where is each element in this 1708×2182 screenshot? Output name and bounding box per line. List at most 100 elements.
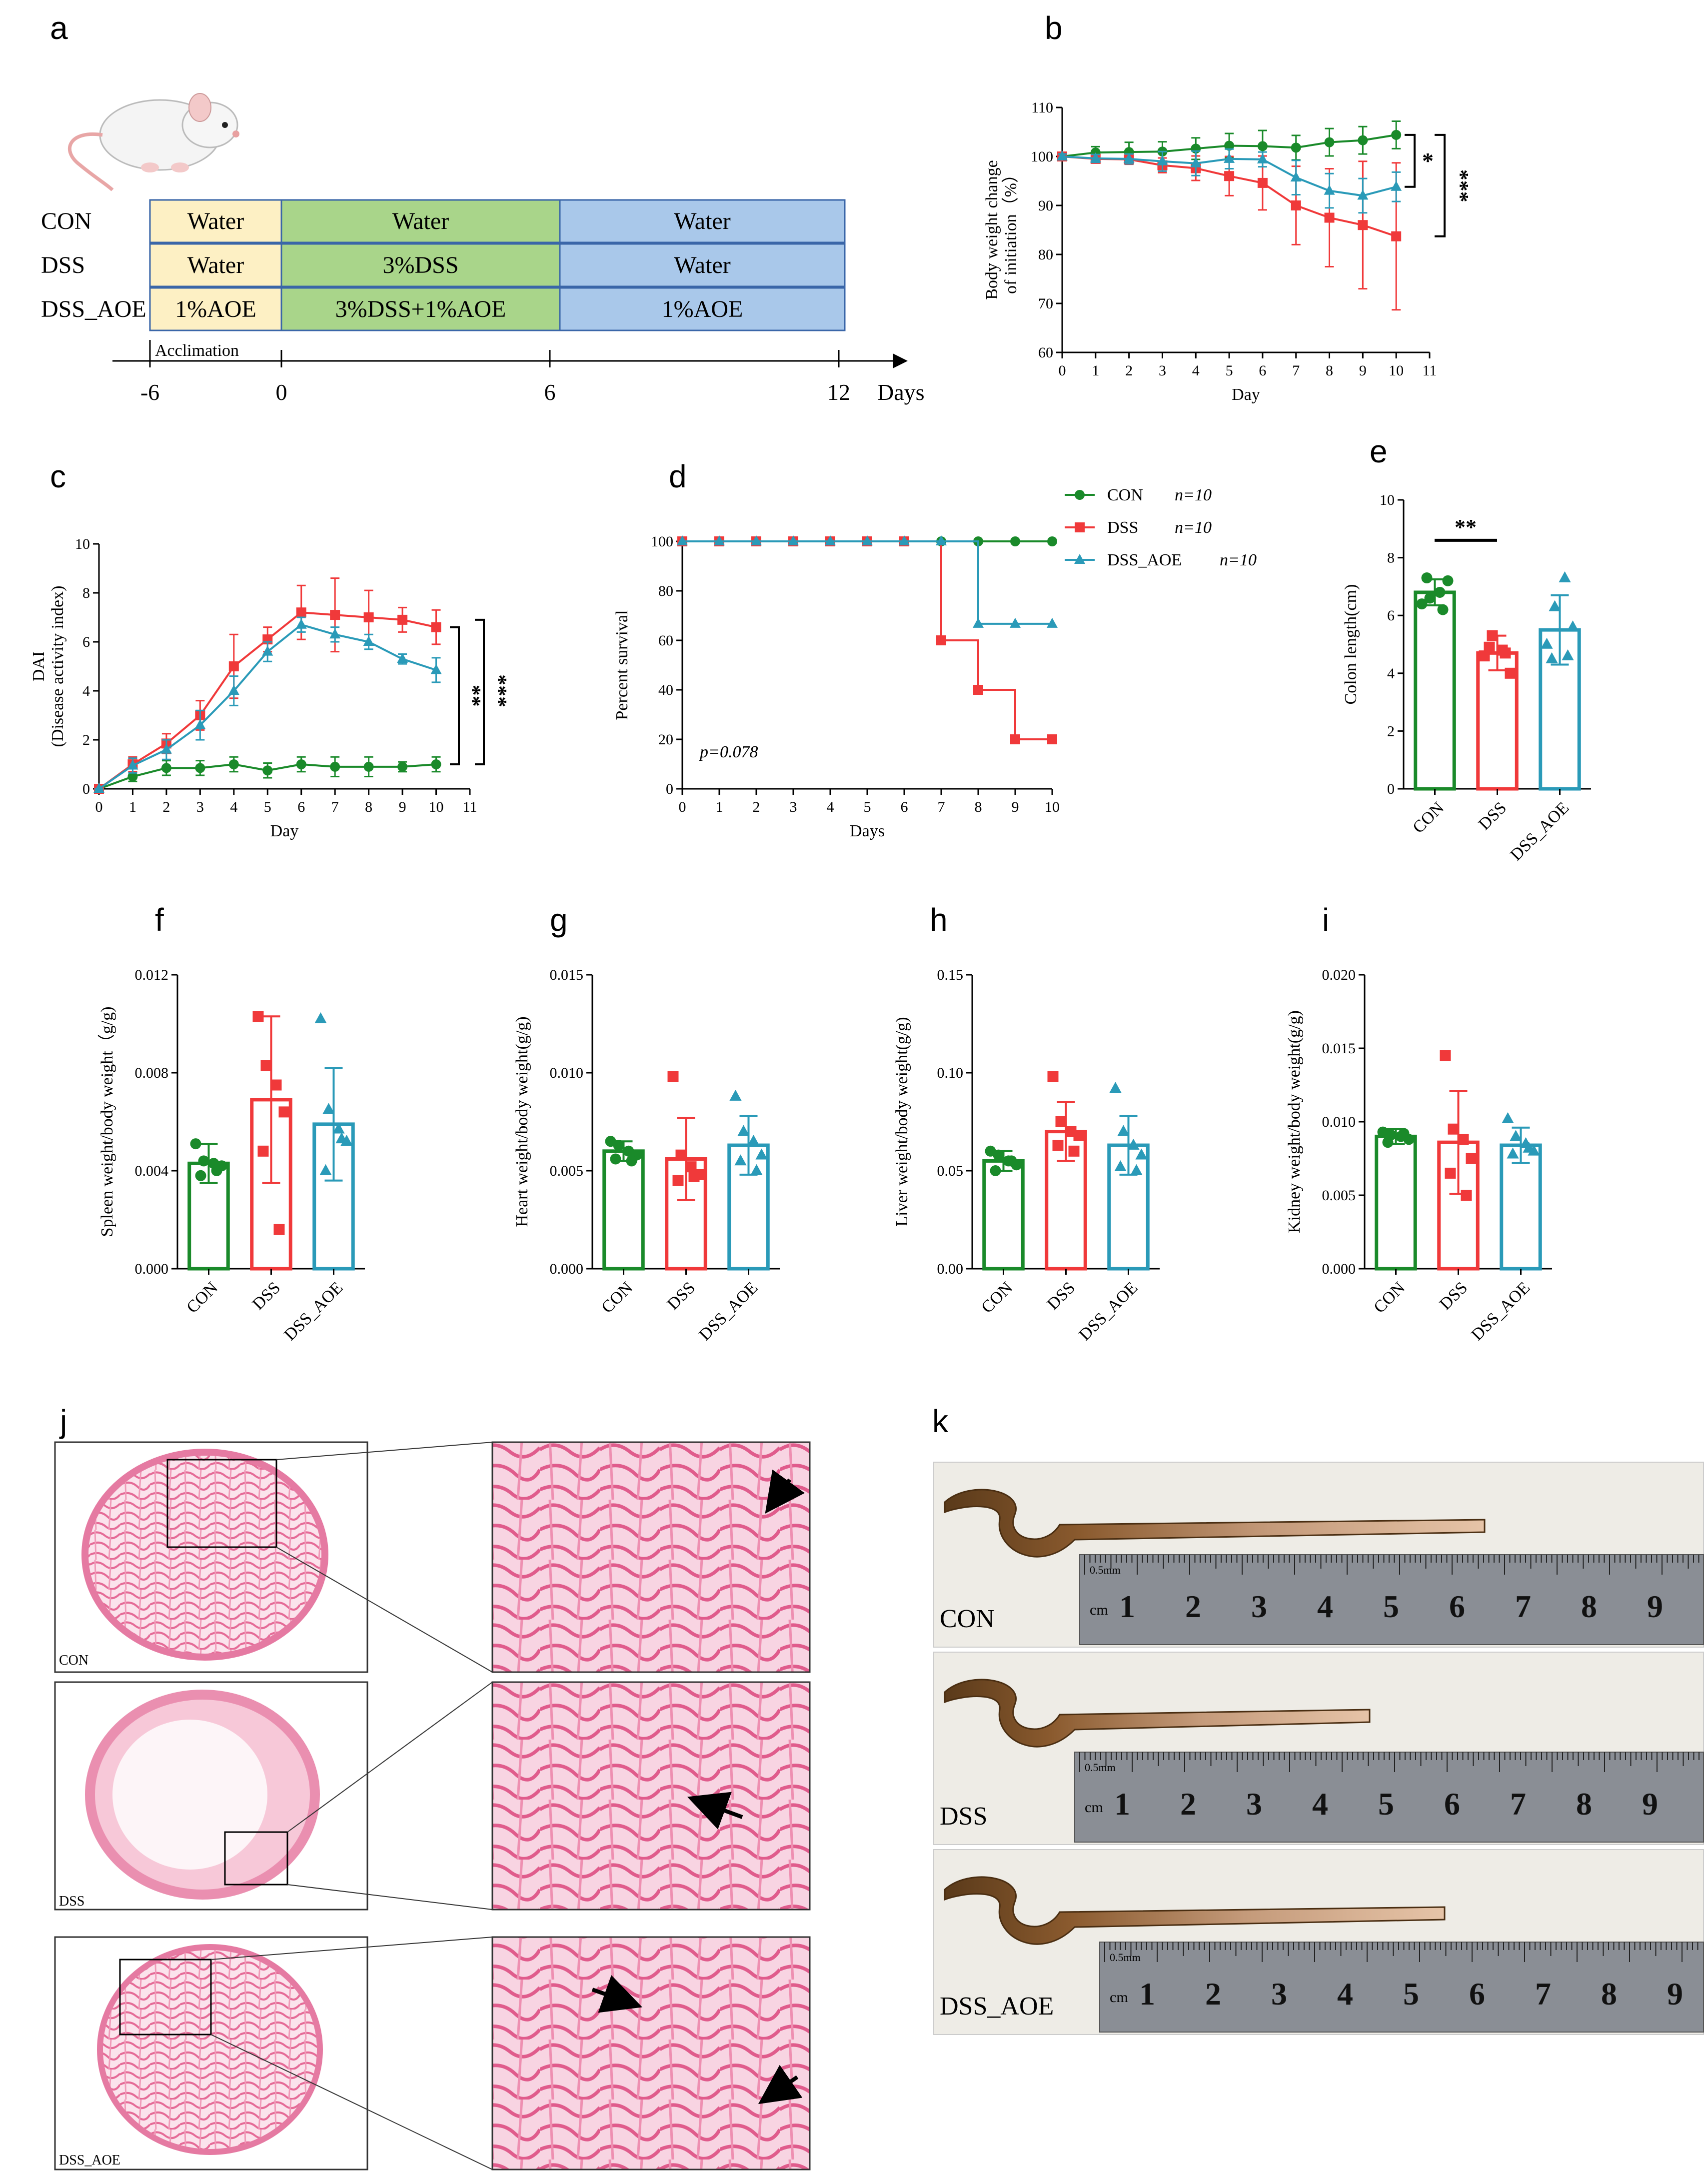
y-tick-label: 0 (1387, 781, 1395, 797)
days-label: Days (877, 379, 925, 405)
data-point (1117, 1125, 1130, 1136)
panel-label-c: c (50, 458, 66, 494)
y-tick-label: 0.005 (550, 1163, 584, 1179)
data-point (737, 1125, 750, 1136)
data-point (1559, 571, 1571, 582)
panel-label-i: i (1322, 902, 1329, 938)
histology-label-con: CON (59, 1653, 88, 1668)
x-tick-label: 1 (716, 799, 723, 815)
data-point (314, 1012, 327, 1023)
design-cell (280, 243, 561, 287)
data-point (667, 1071, 679, 1082)
data-point (1505, 667, 1516, 679)
y-tick-label: 0.00 (937, 1261, 964, 1277)
design-row-label: DSS_AOE (41, 296, 146, 322)
x-tick-label: 1 (1092, 362, 1099, 379)
x-tick-label: 7 (1292, 362, 1300, 379)
data-point (1257, 177, 1268, 188)
x-tick-label: 3 (1159, 362, 1166, 379)
data-point (747, 1135, 760, 1146)
y-tick-label: 20 (658, 731, 673, 748)
x-tick-label: 11 (463, 799, 477, 815)
design-cell (149, 287, 282, 331)
data-point (1502, 1112, 1514, 1123)
ruler-number: 2 (1180, 1786, 1196, 1822)
ruler-number: 4 (1337, 1976, 1353, 2012)
data-point (278, 1106, 290, 1118)
data-point (1291, 142, 1301, 153)
y-tick-label: 0.000 (1322, 1261, 1356, 1277)
data-point (1528, 1144, 1540, 1156)
y-tick-label: 0.015 (1322, 1040, 1356, 1057)
x-tick-label: 0 (679, 799, 686, 815)
colon-tissue (944, 1679, 1371, 1748)
chart-c-dai: 0 2 4 6 8 10 0 1 2 3 4 5 6 7 8 9 10 11 Day DAI (Disease acti… (29, 536, 511, 840)
data-point (1424, 592, 1436, 604)
data-point (1052, 1140, 1064, 1151)
x-tick-label: 5 (264, 799, 271, 815)
data-point (1114, 1160, 1127, 1171)
data-point (1010, 734, 1020, 744)
bar-CON (982, 1159, 1025, 1271)
data-point (397, 761, 408, 772)
y-tick-label: 70 (1038, 295, 1053, 312)
data-point (788, 535, 799, 545)
data-point (1448, 1123, 1459, 1135)
panel-k-colon-photos: 0.5mm cm 1 2 3 4 5 6 7 8 9 CON 0.5mm cm 1 2 3 4 5 6 7 8 9 DSS 0.… (933, 1462, 1704, 2035)
data-point (1421, 572, 1433, 584)
data-point (677, 535, 688, 545)
timeline-tick-label: -6 (140, 379, 159, 405)
ruler-number: 6 (1444, 1786, 1460, 1822)
design-cell-text: Water (187, 208, 244, 234)
y-tick-label: 80 (1038, 246, 1053, 263)
panel-label-f: f (155, 902, 164, 938)
data-point (1157, 155, 1168, 165)
ruler-number: 1 (1114, 1786, 1130, 1822)
y-tick-label: 0.10 (937, 1065, 964, 1081)
data-point (672, 1175, 684, 1186)
chart-d-survival: 0 20 40 60 80 100 0 1 2 3 4 5 6 7 8 9 10 Days Percent surv… (613, 486, 1257, 840)
histology-label-dss: DSS (59, 1894, 84, 1909)
ruler-number: 9 (1647, 1589, 1663, 1624)
data-point (675, 1149, 687, 1161)
ruler-number: 5 (1403, 1976, 1419, 2012)
arrow-icon (765, 1469, 805, 1514)
x-tick-label: CON (1370, 1278, 1409, 1317)
y-axis-label: Colon length(cm) (1342, 584, 1360, 705)
design-cell-text: Water (674, 208, 730, 234)
data-point (1075, 522, 1085, 532)
x-tick-label: 4 (1192, 362, 1200, 379)
data-point (1073, 1130, 1085, 1141)
data-point (1224, 140, 1235, 151)
ruler-number: 9 (1667, 1976, 1683, 2012)
ruler-number: 4 (1317, 1589, 1333, 1624)
panel-label-k: k (932, 1403, 949, 1439)
histology-dss-aoe: DSS_AOE (54, 1936, 811, 2171)
panel-a: a CON Water Water Water DSS Water 3%DSS Water DS… (41, 10, 925, 405)
design-cell-text: 3%DSS (382, 252, 458, 278)
data-point (1546, 652, 1558, 663)
data-point (1416, 598, 1428, 610)
ruler-unit-label: cm (1110, 1989, 1128, 2006)
data-point (1010, 536, 1020, 546)
data-point (1010, 617, 1021, 628)
x-tick-label: 8 (365, 799, 372, 815)
ruler-number: 4 (1312, 1786, 1328, 1822)
data-point (330, 610, 340, 620)
data-point (734, 1154, 747, 1166)
data-point (252, 1011, 264, 1022)
ruler-number: 2 (1205, 1976, 1221, 2012)
ruler-mm-label: 0.5mm (1085, 1761, 1116, 1774)
data-point (1541, 637, 1553, 649)
x-tick-label: 10 (429, 799, 444, 815)
data-point (1549, 600, 1561, 611)
ruler-number: 9 (1642, 1786, 1658, 1822)
data-point (1090, 152, 1101, 162)
x-tick-label: DSS_AOE (280, 1278, 346, 1344)
y-tick-label: 0.000 (135, 1261, 169, 1277)
panel-label-d: d (669, 458, 687, 494)
design-cell-text: Water (392, 208, 449, 234)
ruler-unit-label: cm (1090, 1602, 1108, 1618)
data-point (363, 636, 374, 646)
